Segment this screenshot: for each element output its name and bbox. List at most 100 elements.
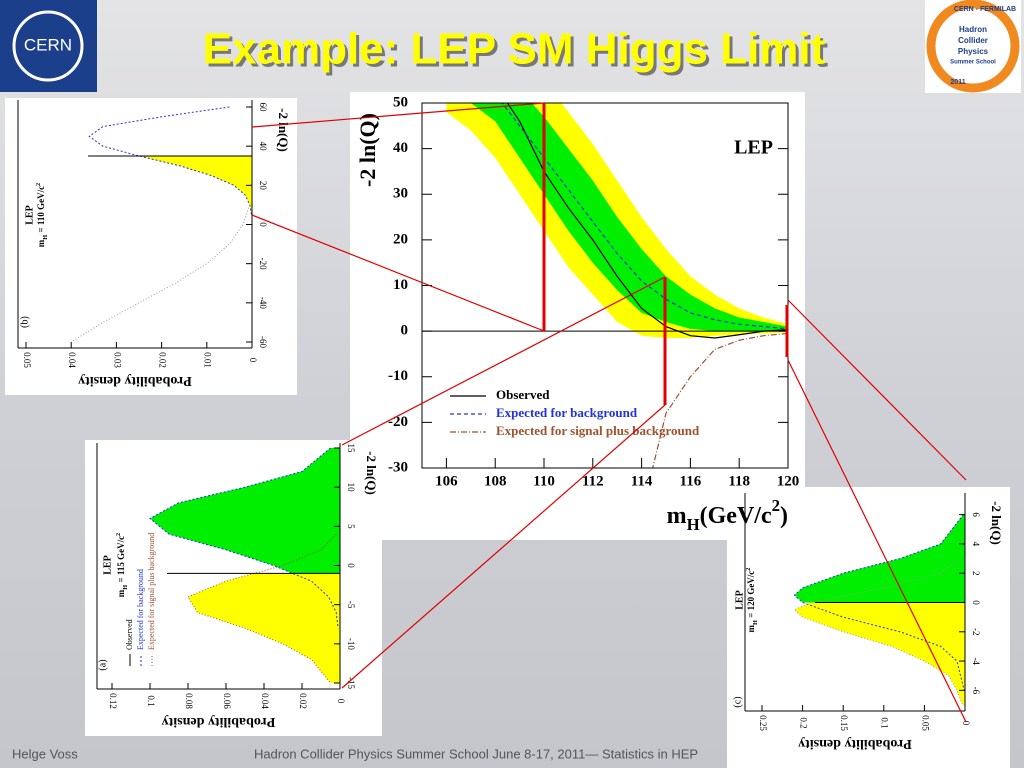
density-curve <box>70 204 251 343</box>
charts: Observed Expected for background Expected … <box>17 94 1004 751</box>
annotation: LEP <box>102 555 113 574</box>
tail-fill <box>139 155 252 215</box>
x-tick-label: 0.01 <box>203 352 213 368</box>
y-tick-label: 2 <box>971 571 981 576</box>
x-tick-label: 0.05 <box>22 352 32 368</box>
y-tick-label: 0 <box>346 563 356 568</box>
x-axis-label: Probability density <box>798 736 912 751</box>
annotation: LEP <box>734 590 745 609</box>
x-tick-label: 0.1 <box>880 717 890 728</box>
label: mH = 110 GeV/c2 <box>35 183 49 247</box>
y-tick-label: 10 <box>346 483 356 493</box>
title-shadow: Example: LEP SM Higgs Limit <box>206 28 829 77</box>
legend-label: Expected for signal plus background <box>496 423 700 438</box>
x-tick-label: 0.25 <box>758 715 768 731</box>
x-tick-label: 0 <box>336 699 346 704</box>
y-tick-label: -10 <box>346 638 356 650</box>
logo-text: Summer School <box>950 60 996 66</box>
x-tick-label: 0.1 <box>146 695 156 706</box>
x-tick-label: 108 <box>484 473 507 489</box>
y-axis-label: -2 ln(Q) <box>989 501 1004 545</box>
tail-fill <box>794 514 965 603</box>
y-tick-label: 15 <box>346 444 356 454</box>
y-tick-label: -15 <box>346 677 356 689</box>
x-tick-label: 0 <box>961 721 971 726</box>
connector <box>341 404 666 689</box>
x-tick-label: 0.08 <box>184 693 194 709</box>
panel-tag: (a) <box>97 659 108 670</box>
annotation: LEP <box>24 205 35 224</box>
tail-fill <box>150 448 340 574</box>
label-part: m <box>116 589 126 597</box>
logo-text: CERN - FERMILAB <box>954 6 1016 13</box>
band <box>470 103 788 332</box>
label-part: 2 <box>772 496 780 515</box>
logo-text: Physics <box>958 47 989 56</box>
y-tick-label: 40 <box>393 140 408 156</box>
connectors <box>251 102 967 723</box>
x-tick-label: 118 <box>728 473 750 489</box>
x-tick-label: 0.15 <box>839 715 849 731</box>
label-part: H <box>122 585 129 590</box>
series-line <box>652 332 788 468</box>
label-part: 2 <box>115 533 122 536</box>
limit-markers <box>542 103 789 405</box>
x-tick-label: 110 <box>533 473 555 489</box>
x-tick-label: 114 <box>631 473 653 489</box>
x-tick-label: 116 <box>680 473 702 489</box>
x-tick-label: 0.2 <box>799 717 809 728</box>
legend-label: Observed <box>125 619 134 650</box>
density-curve <box>793 514 965 691</box>
y-axis-label: -2 ln(Q) <box>364 451 379 495</box>
logo-text: 2011 <box>950 79 965 86</box>
tail-fill <box>794 602 965 705</box>
logo-ring <box>926 0 1020 93</box>
y-tick-label: -20 <box>258 258 268 270</box>
x-tick-label: 0.04 <box>67 352 77 368</box>
label-part: (GeV/c <box>700 503 772 529</box>
legend-label: Expected for signal plus background <box>147 533 156 650</box>
y-tick-label: -5 <box>346 601 356 609</box>
x-tick-label: 0.05 <box>920 715 930 731</box>
x-tick-label: 0.12 <box>108 693 118 709</box>
label-part: = 115 GeV/c <box>116 536 126 585</box>
connector <box>251 214 545 332</box>
label-part: H <box>752 620 759 625</box>
panel <box>5 98 297 395</box>
legend-label: Expected for background <box>496 405 638 420</box>
x-tick-label: 120 <box>777 473 800 489</box>
y-tick-label: 30 <box>393 186 408 202</box>
y-tick-label: 20 <box>258 181 268 191</box>
label-part: ) <box>780 503 788 529</box>
label-part: 2 <box>35 183 42 186</box>
y-tick-label: 0 <box>401 323 409 339</box>
y-tick-label: -10 <box>388 368 408 384</box>
series-line <box>501 103 788 330</box>
y-tick-label: -30 <box>388 459 408 475</box>
connector <box>787 299 967 481</box>
y-tick-label: 20 <box>393 231 408 247</box>
logo-text: CERN <box>24 35 72 54</box>
connector <box>341 276 666 446</box>
y-tick-label: -2 <box>971 628 981 636</box>
footer-author: Helge Voss <box>12 746 78 761</box>
y-tick-label: 6 <box>971 512 981 517</box>
label-part: m <box>667 503 687 529</box>
label-part: m <box>746 624 756 632</box>
x-axis-label: Probability density <box>78 373 192 388</box>
x-tick-label: 0.03 <box>112 352 122 368</box>
series-line <box>506 103 788 339</box>
y-tick-label: 4 <box>971 542 981 547</box>
y-tick-label: -6 <box>971 687 981 695</box>
logo-text: Hadron <box>959 25 987 34</box>
x-axis-label: Probability density <box>162 714 276 729</box>
x-tick-label: 0.02 <box>298 693 308 709</box>
label-part: m <box>36 239 46 247</box>
density-curve <box>187 533 337 684</box>
y-tick-label: 5 <box>346 524 356 529</box>
label-part: 2 <box>745 568 752 571</box>
x-tick-label: 0.04 <box>260 693 270 709</box>
y-axis-label: -2 ln(Q) <box>276 108 291 152</box>
x-tick-label: 0 <box>248 358 258 363</box>
y-tick-label: 50 <box>393 94 408 110</box>
